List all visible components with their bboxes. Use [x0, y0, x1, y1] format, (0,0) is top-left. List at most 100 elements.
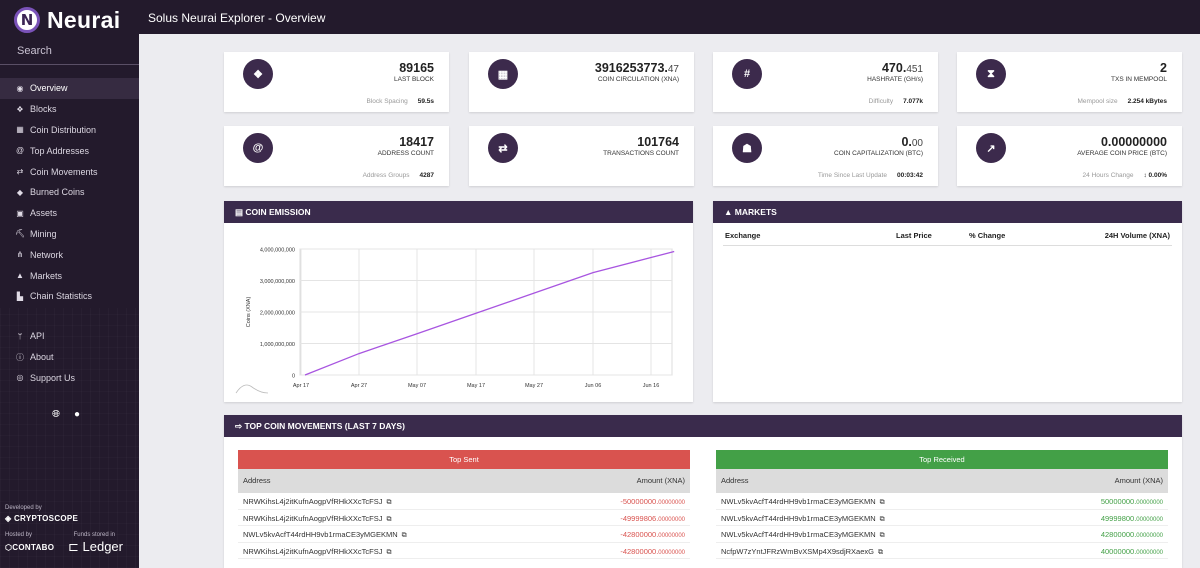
- markets-header: ▲ MARKETS: [713, 201, 1182, 223]
- stat-card-coin-capitalization-btc: ☗ 0.00 COIN CAPITALIZATION (BTC) Time Since…: [713, 126, 938, 186]
- external-link-icon[interactable]: ⧉: [879, 532, 885, 539]
- stat-label: COIN CIRCULATION (XNA): [597, 76, 679, 83]
- ledger-logo[interactable]: ⊏ Ledger: [68, 539, 123, 554]
- coins-icon: ▦: [488, 59, 518, 89]
- sidebar-item-label: Markets: [30, 270, 63, 281]
- address-link[interactable]: NWLv5kvAcfT44rdHH9vb1rmaCE3yMGEKMN ⧉: [721, 497, 885, 507]
- info-icon: ⓘ: [16, 352, 24, 362]
- col-exchange[interactable]: Exchange: [725, 231, 761, 240]
- sidebar-item-chain-statistics[interactable]: ▙ Chain Statistics: [0, 286, 139, 307]
- tachometer-icon: ◉: [16, 83, 24, 93]
- markets-table-header: Exchange Last Price % Change 24H Volume …: [723, 231, 1172, 246]
- sidebar-item-mining[interactable]: ⛏ Mining: [0, 224, 139, 245]
- chart-icon: ↗: [976, 133, 1006, 163]
- sidebar-item-network[interactable]: ⋔ Network: [0, 244, 139, 265]
- stat-card-transactions-count: ⇄ 101764 TRANSACTIONS COUNT: [469, 126, 694, 186]
- credits: Developed by ◈ CRYPTOSCOPE Hosted by Fun…: [5, 505, 135, 555]
- address-link[interactable]: NWLv5kvAcfT44rdHH9vb1rmaCE3yMGEKMN ⧉: [243, 530, 407, 540]
- at-icon: @: [15, 146, 25, 156]
- table-row: NRWKihsL4j2itKufnAogpVfRHkXXcTcFSJ ⧉ -4280…: [238, 543, 690, 559]
- gift-icon: ▣: [16, 208, 24, 218]
- col-amount[interactable]: Amount (XNA): [1114, 476, 1163, 485]
- amount-main: -42800000.: [620, 546, 659, 556]
- external-link-icon[interactable]: ⧉: [386, 515, 392, 523]
- coin-emission-header: ▤ COIN EMISSION: [224, 201, 693, 223]
- amount: 49999800.00000000: [1101, 514, 1163, 523]
- external-link-icon[interactable]: ⧉: [401, 532, 407, 539]
- address-text: NWLv5kvAcfT44rdHH9vb1rmaCE3yMGEKMN: [243, 530, 398, 539]
- x-tick-label: Apr 17: [293, 383, 309, 389]
- amount: -42800000.00000000: [620, 530, 685, 539]
- brand-name: Neurai: [47, 6, 121, 33]
- sidebar-item-overview[interactable]: ◉ Overview: [0, 78, 139, 99]
- top-sent-table: Top Sent Address Amount (XNA) NRWKihsL4j…: [238, 450, 690, 559]
- amount: -50000000.00000000: [620, 497, 685, 506]
- stat-label: TXS IN MEMPOOL: [1111, 76, 1167, 83]
- stat-card-average-coin-price-btc: ↗ 0.00000000 AVERAGE COIN PRICE (BTC) 24 Ho…: [957, 126, 1182, 186]
- stat-label: AVERAGE COIN PRICE (BTC): [1077, 150, 1167, 157]
- stat-value: 470.451: [882, 61, 923, 75]
- money-bag-icon: ☗: [732, 133, 762, 163]
- sidebar-item-assets[interactable]: ▣ Assets: [0, 203, 139, 224]
- sidebar-item-support-us[interactable]: ◎ Support Us: [0, 368, 139, 389]
- col-address[interactable]: Address: [721, 476, 749, 485]
- stat-value-main: 0.: [901, 135, 912, 149]
- sidebar-item-api[interactable]: ᛘ API: [0, 326, 139, 347]
- stat-value-main: 18417: [399, 135, 434, 149]
- sidebar-item-about[interactable]: ⓘ About: [0, 347, 139, 368]
- col-amount[interactable]: Amount (XNA): [636, 476, 685, 485]
- stat-footer-value: 7.077k: [903, 98, 923, 105]
- sidebar-item-coin-movements[interactable]: ⇄ Coin Movements: [0, 161, 139, 182]
- github-icon[interactable]: ●: [74, 409, 81, 420]
- external-link-icon[interactable]: ⧉: [879, 499, 885, 506]
- coins-icon: ▤: [235, 207, 244, 217]
- external-link-icon[interactable]: ⧉: [386, 499, 392, 506]
- sidebar-nav: ◉ Overview ❖ Blocks ▦ Coin Distribution @ Top A…: [0, 78, 139, 307]
- col-change[interactable]: % Change: [969, 231, 1006, 240]
- sidebar-item-burned-coins[interactable]: ◆ Burned Coins: [0, 182, 139, 203]
- developed-by-label: Developed by: [5, 505, 42, 511]
- y-tick-label: 4,000,000,000: [260, 248, 295, 254]
- top-sent-title: Top Sent: [238, 450, 690, 469]
- sidebar-item-top-addresses[interactable]: @ Top Addresses: [0, 140, 139, 161]
- brand[interactable]: N Neurai: [14, 6, 120, 34]
- col-last-price[interactable]: Last Price: [896, 231, 932, 240]
- stat-value-main: 2: [1160, 61, 1167, 75]
- address-link[interactable]: NWLv5kvAcfT44rdHH9vb1rmaCE3yMGEKMN ⧉: [721, 514, 885, 524]
- globe-icon[interactable]: 🌐︎: [52, 409, 60, 420]
- cryptoscope-logo[interactable]: ◈ CRYPTOSCOPE: [5, 514, 79, 523]
- amount: 40000000.00000000: [1101, 547, 1163, 556]
- address-link[interactable]: NRWKihsL4j2itKufnAogpVfRHkXXcTcFSJ ⧉: [243, 497, 392, 507]
- stat-value: 18417: [399, 135, 434, 149]
- at-icon: @: [243, 133, 273, 163]
- col-address[interactable]: Address: [243, 476, 271, 485]
- amount-main: -42800000.: [620, 530, 659, 539]
- amount: 50000000.00000000: [1101, 497, 1163, 506]
- stat-footer: Block Spacing 59.5s: [367, 98, 434, 105]
- exchange-icon: ⇄: [488, 133, 518, 163]
- external-link-icon[interactable]: ⧉: [877, 548, 883, 556]
- markets-panel: ▲ MARKETS Exchange Last Price % Change 2…: [713, 201, 1182, 402]
- address-link[interactable]: NRWKihsL4j2itKufnAogpVfRHkXXcTcFSJ ⧉: [243, 547, 392, 557]
- address-text: NcfpW7zYntJFRzWmBvXSMp4X9sdjRXaexG: [721, 546, 874, 556]
- sidebar: N Neurai Search ◉ Overview ❖ Blocks ▦ Coin Di…: [0, 0, 139, 568]
- hashtag-icon: #: [732, 59, 762, 89]
- sidebar-item-markets[interactable]: ▲ Markets: [0, 265, 139, 286]
- external-link-icon[interactable]: ⧉: [386, 548, 392, 556]
- address-link[interactable]: NWLv5kvAcfT44rdHH9vb1rmaCE3yMGEKMN ⧉: [721, 530, 885, 540]
- search-input[interactable]: Search: [0, 40, 139, 65]
- address-link[interactable]: NRWKihsL4j2itKufnAogpVfRHkXXcTcFSJ ⧉: [243, 514, 392, 524]
- stat-value-decimals: 451: [906, 64, 923, 75]
- contabo-logo[interactable]: ⬡CONTABO: [5, 542, 55, 552]
- col-volume[interactable]: 24H Volume (XNA): [1104, 231, 1170, 240]
- coin-emission-panel: ▤ COIN EMISSION 0 1,000,000,000 2,000,000,…: [224, 201, 693, 402]
- hourglass-icon: ⧗: [976, 59, 1006, 89]
- external-link-icon[interactable]: ⧉: [879, 515, 885, 523]
- address-text: NRWKihsL4j2itKufnAogpVfRHkXXcTcFSJ: [243, 513, 383, 523]
- stat-value: 101764: [637, 135, 679, 149]
- address-link[interactable]: NcfpW7zYntJFRzWmBvXSMp4X9sdjRXaexG ⧉: [721, 547, 883, 557]
- sidebar-item-coin-distribution[interactable]: ▦ Coin Distribution: [0, 120, 139, 141]
- sidebar-item-label: Overview: [30, 83, 68, 94]
- sidebar-item-label: Chain Statistics: [30, 291, 93, 302]
- sidebar-item-blocks[interactable]: ❖ Blocks: [0, 99, 139, 120]
